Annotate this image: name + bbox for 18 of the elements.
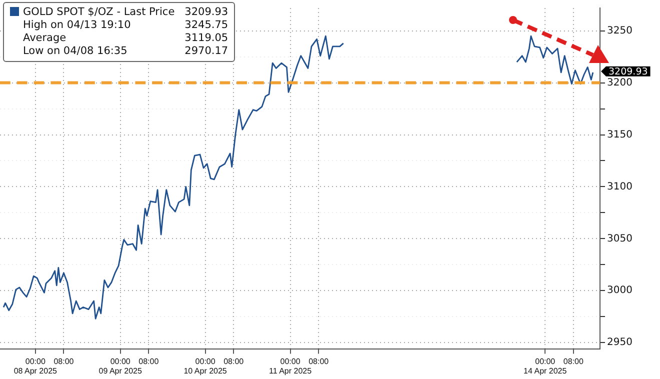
x-tick-label: 08:00	[308, 356, 330, 366]
x-tick-label: 08:00	[138, 356, 160, 366]
y-tick-label: 3050	[607, 233, 632, 244]
y-tick-label: 3150	[607, 129, 632, 140]
text: Average 3119.05	[23, 32, 228, 44]
y-tick-label: 3250	[607, 25, 632, 36]
annotation: 3209.93	[184, 6, 228, 19]
y-tick-label: 3200	[607, 77, 632, 88]
x-tick-label: 08:00	[563, 356, 584, 366]
y-tick-label: 3000	[607, 285, 632, 296]
legend-label: GOLD SPOT $/OZ - Last Price	[22, 6, 175, 19]
y-tick-label: 2950	[607, 337, 632, 348]
x-tick-label: 08:00	[224, 356, 244, 366]
y-tick-label: 3100	[607, 181, 632, 192]
text: 3209.93	[608, 66, 648, 78]
x-tick-label: 08:00	[54, 356, 74, 366]
text: Low on 04/08 16:35 2970.17	[23, 45, 228, 57]
text: High on 04/13 19:10 3245.75	[23, 19, 228, 31]
